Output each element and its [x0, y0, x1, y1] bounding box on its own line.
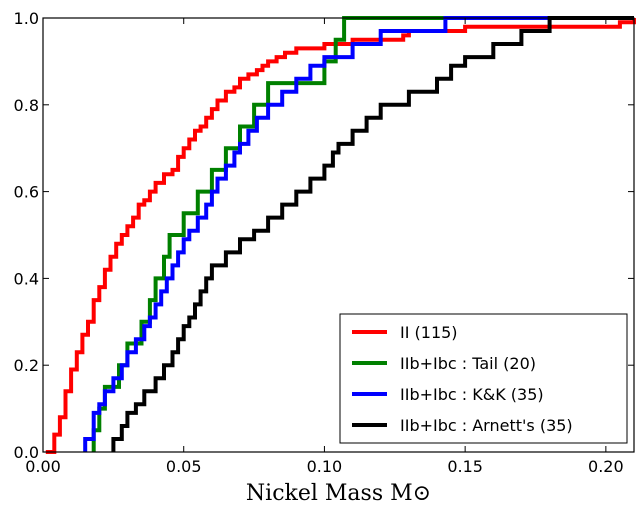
- y-tick-label: 0.0: [14, 443, 39, 462]
- series-line-2: [83, 16, 634, 452]
- x-axis-label: Nickel Mass M⊙: [246, 481, 431, 506]
- x-tick-label: 0.15: [447, 457, 483, 476]
- legend-label-1: IIb+Ibc : Tail (20): [400, 354, 536, 373]
- series-layer: [45, 16, 636, 454]
- y-tick-label: 0.6: [14, 183, 39, 202]
- legend-entries: II (115) IIb+Ibc : Tail (20) IIb+Ibc : K&K…: [352, 323, 573, 435]
- x-tick-label: 0.05: [166, 457, 202, 476]
- series-line-3: [111, 16, 634, 452]
- legend-label-0: II (115): [400, 323, 458, 342]
- x-tick-label: 0.00: [25, 457, 61, 476]
- ticks-layer: 0.00 0.05 0.10 0.15 0.20 0.0 0.2 0.4 0.6 0.8 1.0: [14, 9, 634, 476]
- legend-label-3: IIb+Ibc : Arnett's (35): [400, 416, 573, 435]
- series-line-0: [45, 18, 636, 454]
- legend-label-2: IIb+Ibc : K&K (35): [400, 385, 544, 404]
- y-tick-label: 1.0: [14, 9, 39, 28]
- series-line-1: [91, 16, 634, 452]
- legend: II (115) IIb+Ibc : Tail (20) IIb+Ibc : K&K…: [339, 313, 628, 444]
- x-tick-label: 0.10: [307, 457, 343, 476]
- x-tick-label: 0.20: [588, 457, 624, 476]
- plot-frame: [42, 17, 635, 453]
- y-tick-label: 0.2: [14, 356, 39, 375]
- y-tick-label: 0.4: [14, 269, 39, 288]
- y-tick-label: 0.8: [14, 96, 39, 115]
- legend-box: [339, 313, 628, 444]
